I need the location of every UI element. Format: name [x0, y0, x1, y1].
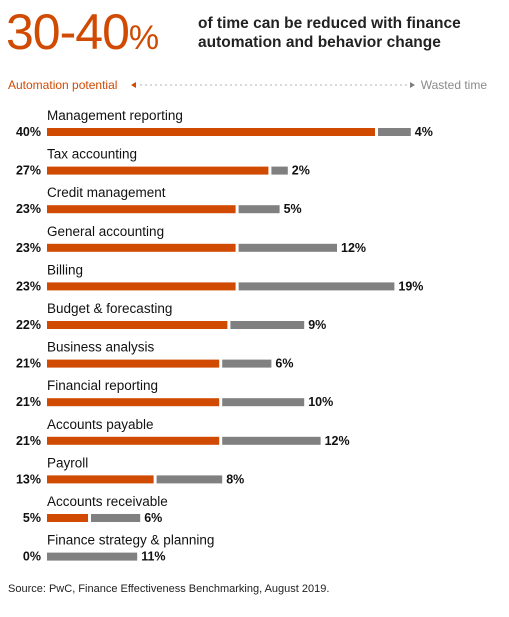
automation-bar	[47, 166, 269, 175]
wasted-value-label: 6%	[144, 511, 162, 525]
category-label: Budget & forecasting	[47, 301, 172, 316]
automation-value-label: 21%	[16, 434, 41, 448]
legend-wasted-label: Wasted time	[420, 78, 487, 92]
headline-unit: %	[128, 19, 160, 57]
automation-value-label: 13%	[16, 472, 41, 486]
category-label: Finance strategy & planning	[47, 533, 214, 548]
wasted-value-label: 11%	[141, 550, 165, 564]
wasted-value-label: 4%	[415, 125, 433, 139]
category-label: Business analysis	[47, 340, 155, 355]
automation-bar	[47, 475, 154, 484]
automation-value-label: 21%	[16, 395, 41, 409]
headline-text: of time can be reduced with finance auto…	[198, 15, 461, 51]
stacked-bar-chart: Management reporting 40% 4% Tax accounting 2…	[16, 108, 433, 564]
automation-bar	[47, 514, 88, 522]
automation-bar	[47, 243, 236, 252]
wasted-bar	[222, 359, 272, 368]
category-label: Tax accounting	[47, 147, 137, 162]
wasted-bar	[238, 205, 280, 214]
wasted-bar	[222, 436, 321, 445]
category-label: Management reporting	[47, 108, 183, 123]
automation-bar	[47, 398, 220, 407]
automation-value-label: 22%	[16, 318, 41, 332]
wasted-value-label: 12%	[341, 241, 366, 255]
automation-value-label: 27%	[16, 164, 41, 178]
legend-arrow-left-icon	[131, 82, 136, 88]
wasted-value-label: 2%	[292, 164, 310, 178]
automation-bar	[47, 205, 236, 214]
automation-value-label: 40%	[16, 125, 41, 139]
wasted-bar	[238, 243, 337, 252]
automation-bar	[47, 128, 375, 136]
category-label: Financial reporting	[47, 378, 158, 393]
legend-divider	[131, 82, 415, 88]
category-label: Payroll	[47, 455, 88, 470]
wasted-value-label: 8%	[226, 472, 244, 486]
headline-big-number: 30-40%	[6, 4, 159, 66]
wasted-bar	[271, 166, 288, 175]
automation-value-label: 23%	[16, 202, 41, 216]
category-label: Accounts payable	[47, 417, 154, 432]
headline-number: 30-40	[6, 4, 130, 60]
category-label: General accounting	[47, 224, 164, 239]
automation-value-label: 23%	[16, 279, 41, 293]
category-label: Billing	[47, 262, 83, 277]
source-note: Source: PwC, Finance Effectiveness Bench…	[8, 583, 330, 595]
wasted-value-label: 6%	[275, 357, 293, 371]
wasted-value-label: 5%	[284, 202, 302, 216]
automation-bar	[47, 436, 220, 445]
wasted-bar	[378, 128, 411, 136]
automation-bar	[47, 321, 228, 329]
wasted-value-label: 10%	[308, 395, 333, 409]
category-label: Credit management	[47, 185, 166, 200]
wasted-bar	[156, 475, 223, 484]
category-label: Accounts receivable	[47, 494, 168, 509]
automation-bar	[47, 359, 220, 368]
wasted-value-label: 9%	[308, 318, 326, 332]
legend-arrow-right-icon	[410, 82, 415, 88]
wasted-value-label: 12%	[325, 434, 350, 448]
wasted-value-label: 19%	[398, 279, 423, 293]
wasted-bar	[230, 321, 305, 329]
automation-value-label: 0%	[23, 550, 41, 564]
wasted-bar	[47, 552, 138, 561]
automation-value-label: 23%	[16, 241, 41, 255]
wasted-bar	[238, 282, 395, 291]
wasted-bar	[222, 398, 305, 407]
automation-value-label: 21%	[16, 357, 41, 371]
wasted-bar	[91, 514, 141, 522]
automation-value-label: 5%	[23, 511, 41, 525]
legend-automation-label: Automation potential	[8, 78, 118, 92]
automation-bar	[47, 282, 236, 291]
